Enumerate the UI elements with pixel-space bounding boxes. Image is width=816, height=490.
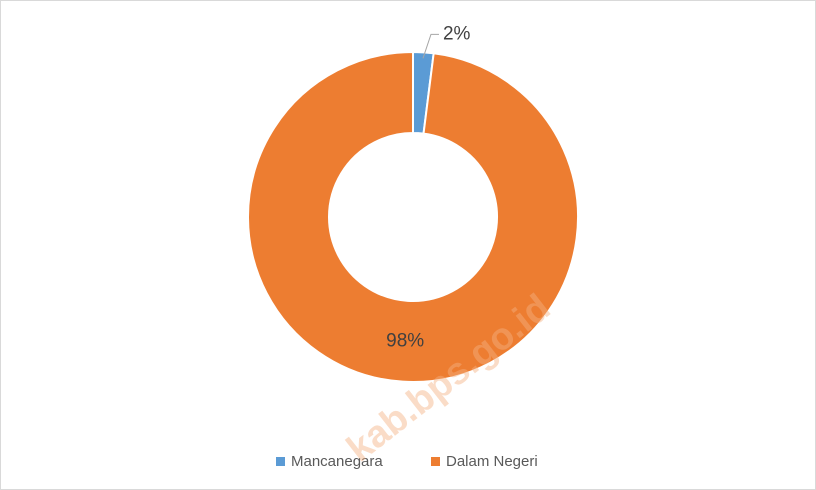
data-label: 2% bbox=[443, 23, 471, 44]
legend-label: Mancanegara bbox=[291, 453, 383, 470]
leader-line bbox=[422, 33, 439, 59]
data-label: 98% bbox=[386, 330, 424, 351]
legend-label: Dalam Negeri bbox=[446, 453, 538, 470]
legend-swatch bbox=[431, 457, 440, 466]
slice bbox=[247, 50, 579, 383]
legend-swatch bbox=[276, 457, 285, 466]
